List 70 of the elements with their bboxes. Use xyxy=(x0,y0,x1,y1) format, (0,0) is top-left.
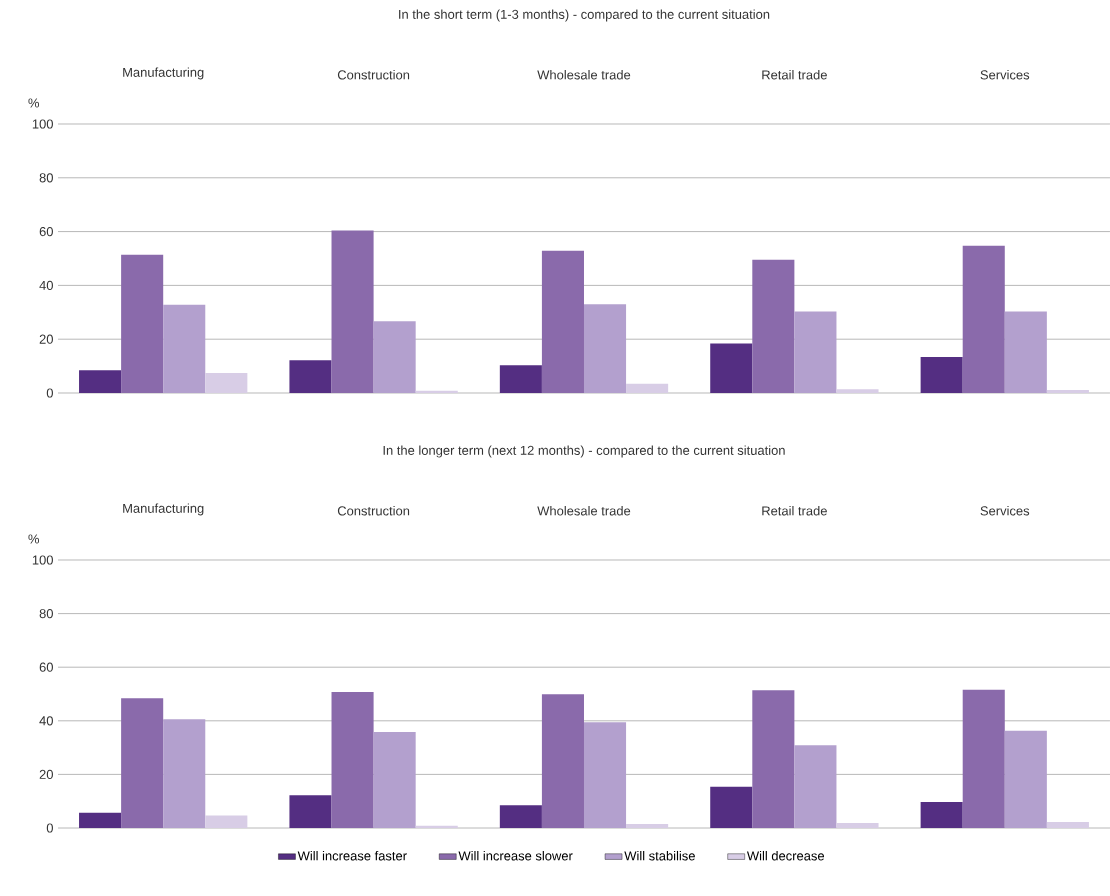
bar xyxy=(1046,822,1089,828)
y-tick-label: 80 xyxy=(39,173,53,183)
x-tick-label: Services xyxy=(980,69,1030,80)
legend-label: Will decrease xyxy=(746,850,825,861)
y-axis-title: % xyxy=(28,534,40,544)
bar xyxy=(962,689,1005,828)
bar xyxy=(583,722,627,828)
bar xyxy=(710,343,753,393)
bar xyxy=(1004,730,1047,828)
bar xyxy=(415,390,458,393)
legend-label: Will stabilise xyxy=(624,850,695,861)
bar xyxy=(121,698,164,828)
bar xyxy=(289,795,332,828)
bar xyxy=(79,812,122,828)
bar xyxy=(541,250,584,393)
bar xyxy=(121,254,164,393)
bar xyxy=(331,692,374,828)
x-tick-label: Manufacturing xyxy=(123,67,204,80)
y-tick-label: 40 xyxy=(39,280,53,290)
bar xyxy=(962,245,1005,393)
y-axis-title: % xyxy=(28,98,40,108)
bar xyxy=(499,365,542,393)
y-tick-label: 60 xyxy=(39,227,53,237)
bar xyxy=(1004,311,1047,393)
y-tick-label: 0 xyxy=(46,823,53,833)
bar xyxy=(752,690,795,828)
bar xyxy=(205,373,248,393)
bar xyxy=(205,815,248,828)
x-tick-label: Wholesale trade xyxy=(537,505,631,516)
bar xyxy=(541,694,584,828)
bar xyxy=(163,304,206,393)
y-tick-label: 80 xyxy=(39,609,53,619)
x-tick-label: Retail trade xyxy=(762,505,827,516)
x-tick-label: Retail trade xyxy=(762,69,827,80)
bar xyxy=(499,805,542,828)
y-tick-label: 0 xyxy=(46,388,53,398)
bar xyxy=(710,786,753,828)
x-tick-label: Construction xyxy=(337,505,410,516)
x-tick-label: Construction xyxy=(337,69,410,80)
x-tick-label: Services xyxy=(980,505,1030,516)
legend-label: Will increase faster xyxy=(297,850,407,861)
bar xyxy=(836,389,879,393)
y-tick-label: 20 xyxy=(39,334,53,344)
bar xyxy=(626,823,669,828)
bar xyxy=(331,230,374,393)
bar xyxy=(79,370,122,393)
bar xyxy=(920,356,963,393)
chart-title: In the longer term (next 12 months) - compared to the current situation xyxy=(383,445,785,458)
bar xyxy=(415,825,458,828)
bar xyxy=(752,259,795,393)
legend-label: Will increase slower xyxy=(458,850,573,861)
y-tick-label: 60 xyxy=(39,662,53,672)
chart-title: In the short term (1-3 months) - compared to the current situation xyxy=(399,9,770,22)
bar xyxy=(373,732,416,828)
bar xyxy=(794,311,837,393)
bar xyxy=(289,360,332,393)
bar xyxy=(1046,390,1089,393)
bar xyxy=(920,802,963,828)
y-tick-label: 100 xyxy=(32,119,53,129)
bar xyxy=(163,719,206,828)
bar xyxy=(626,383,669,393)
y-tick-label: 20 xyxy=(39,769,53,779)
bar xyxy=(794,745,837,828)
bar xyxy=(583,304,627,393)
bar xyxy=(373,321,416,393)
bar xyxy=(836,822,879,828)
y-tick-label: 100 xyxy=(32,555,53,565)
y-tick-label: 40 xyxy=(39,716,53,726)
x-tick-label: Manufacturing xyxy=(123,503,204,516)
x-tick-label: Wholesale trade xyxy=(537,69,631,80)
